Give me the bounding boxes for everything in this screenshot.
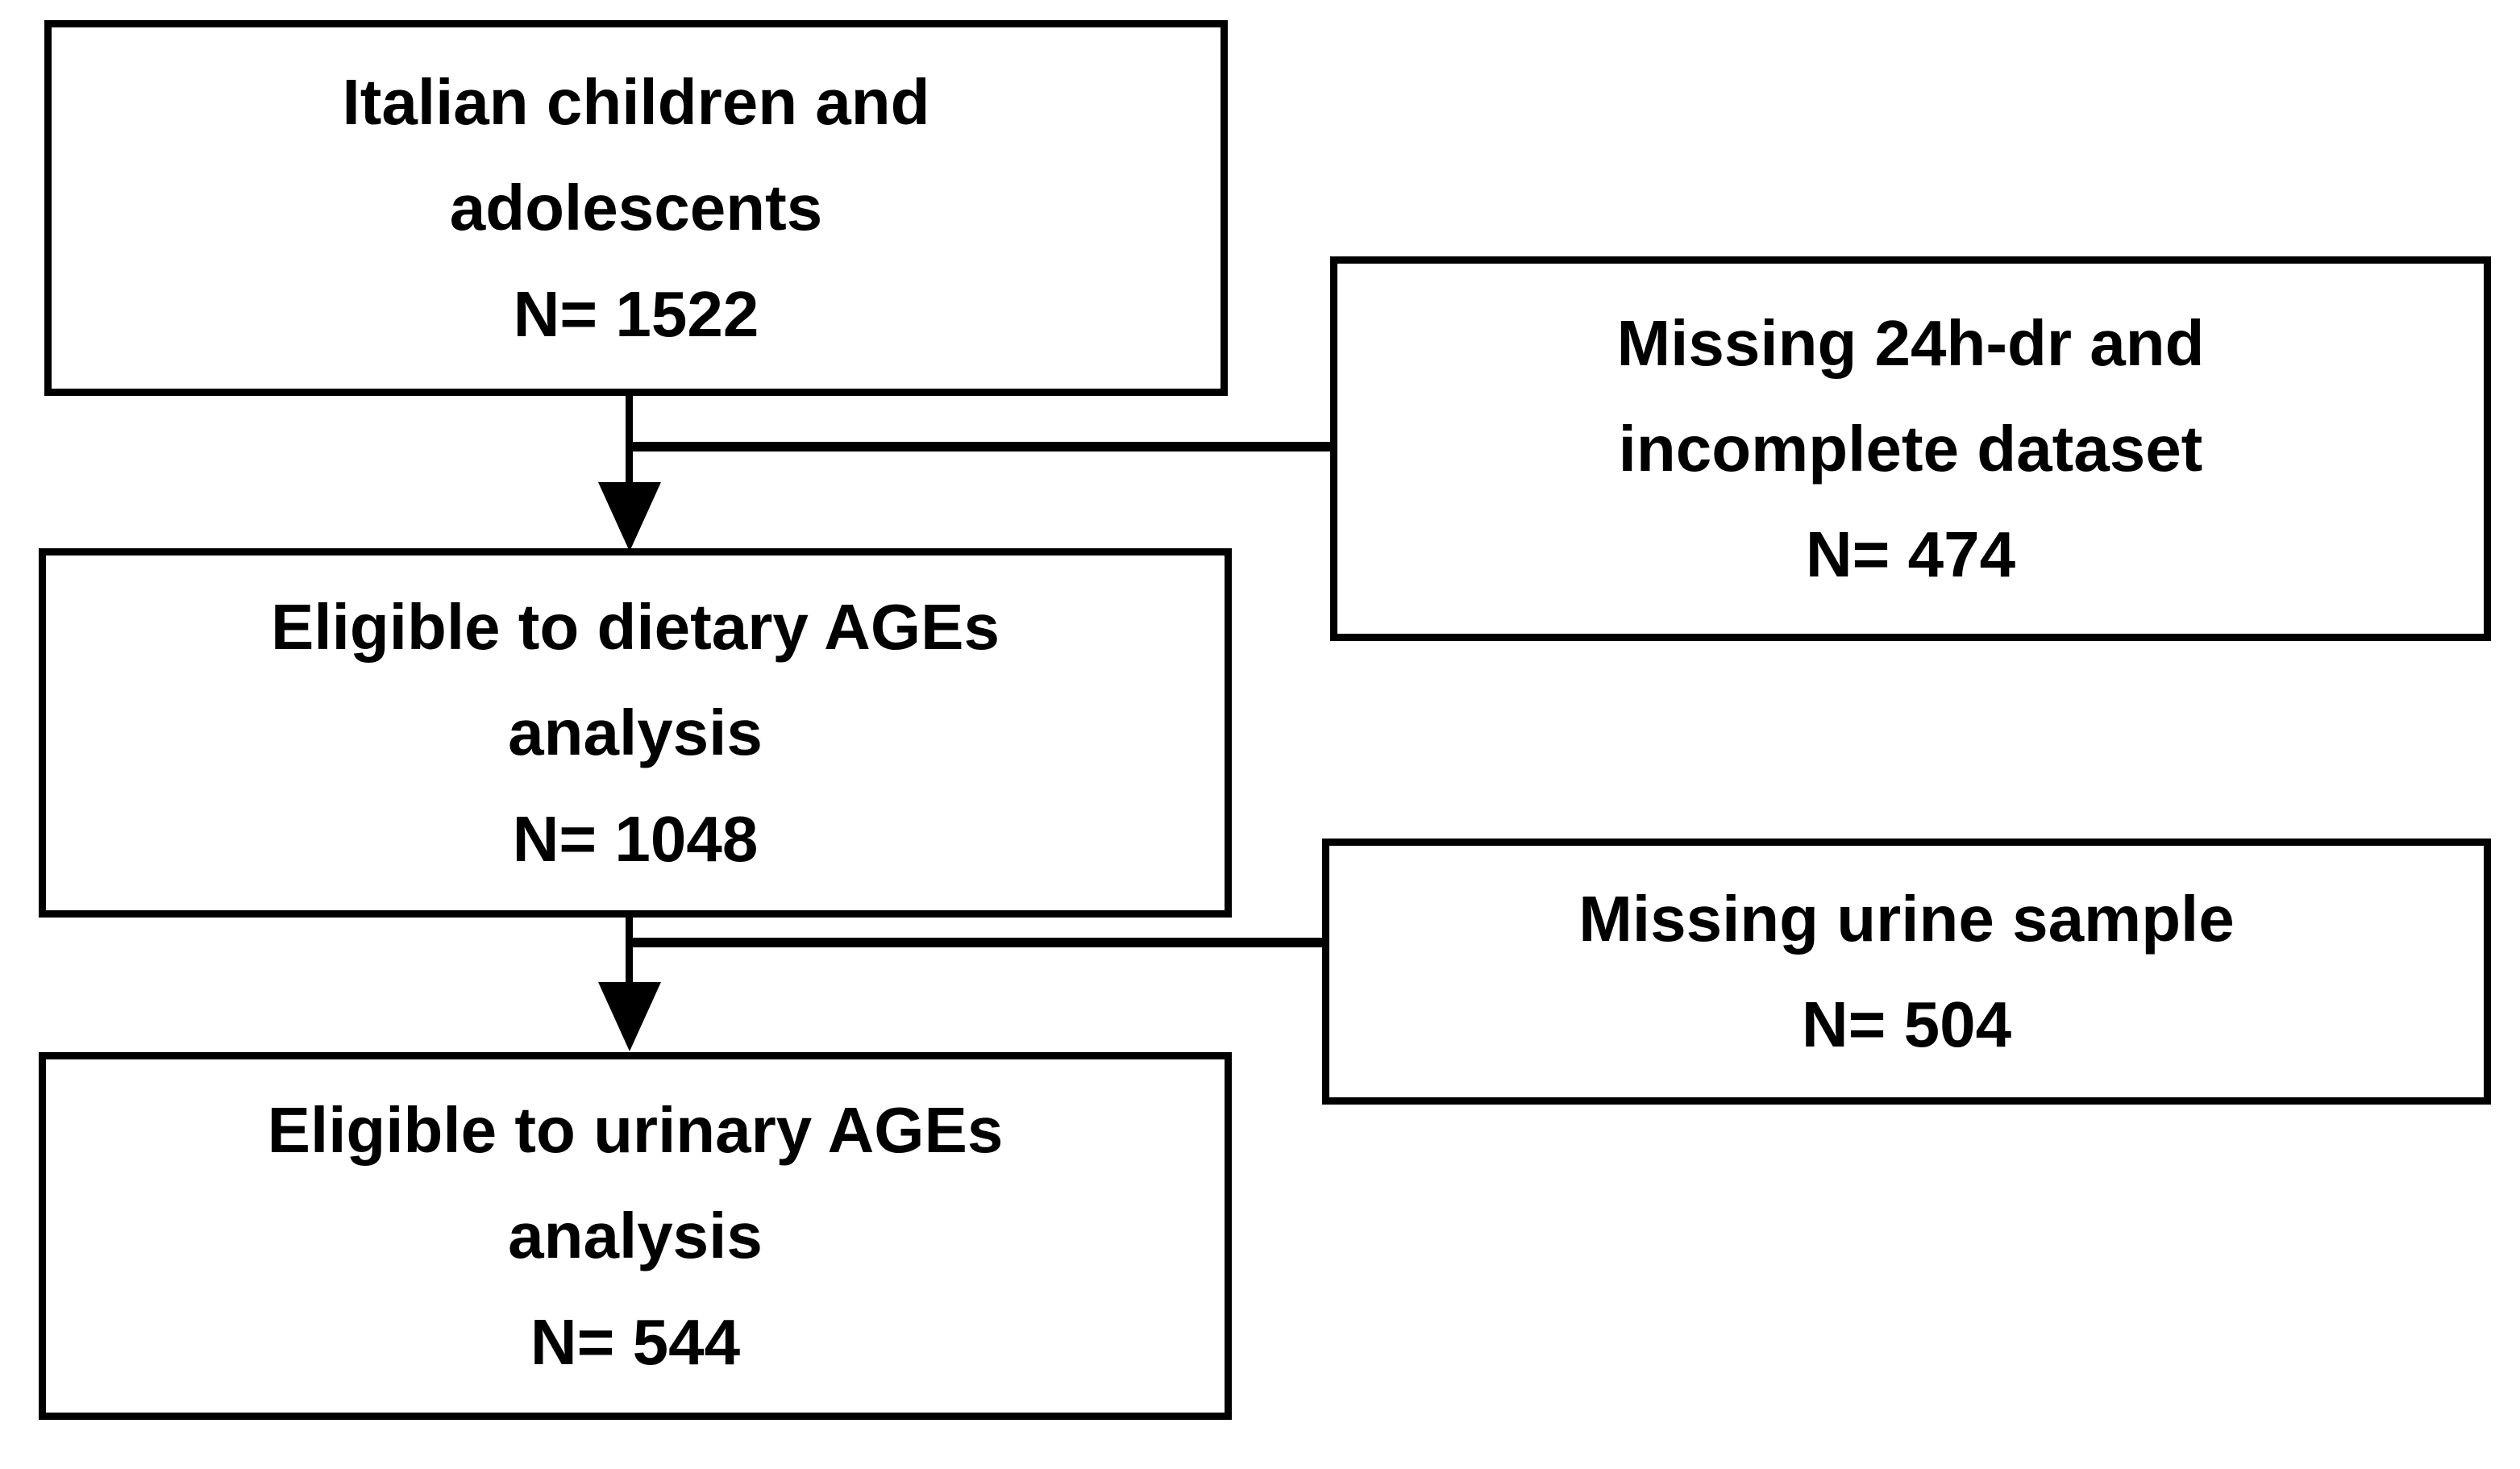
node-n-count: N= 504	[1801, 988, 2012, 1060]
node-n-count: N= 1522	[513, 277, 759, 350]
flow-node-excluded-urinary: Missing urine sample N= 504	[1322, 839, 2491, 1105]
connector-vertical-line	[626, 916, 633, 990]
arrow-down-icon	[598, 982, 661, 1051]
node-text-line: Eligible to dietary AGEs	[271, 591, 1000, 664]
node-text-line: Missing urine sample	[1578, 882, 2235, 955]
flow-node-urinary-eligible: Eligible to urinary AGEs analysis N= 544	[39, 1052, 1232, 1420]
connector-vertical-line	[626, 393, 633, 489]
arrow-down-icon	[598, 482, 661, 551]
node-text-line: analysis	[508, 1200, 763, 1272]
flow-node-dietary-eligible: Eligible to dietary AGEs analysis N= 104…	[39, 548, 1232, 918]
node-text-line: incomplete dataset	[1618, 412, 2203, 485]
node-text-line: analysis	[508, 697, 763, 769]
flow-node-excluded-dietary: Missing 24h-dr and incomplete dataset N=…	[1330, 256, 2491, 641]
node-n-count: N= 474	[1805, 518, 2016, 591]
node-n-count: N= 544	[530, 1305, 741, 1378]
node-text-line: Eligible to urinary AGEs	[267, 1094, 1004, 1167]
node-n-count: N= 1048	[512, 802, 759, 875]
connector-branch-line	[626, 938, 1324, 947]
connector-branch-line	[626, 442, 1332, 452]
node-text-line: Missing 24h-dr and	[1616, 306, 2205, 379]
flow-node-population: Italian children and adolescents N= 1522	[44, 20, 1228, 396]
node-text-line: adolescents	[449, 172, 823, 244]
node-text-line: Italian children and	[342, 66, 930, 139]
